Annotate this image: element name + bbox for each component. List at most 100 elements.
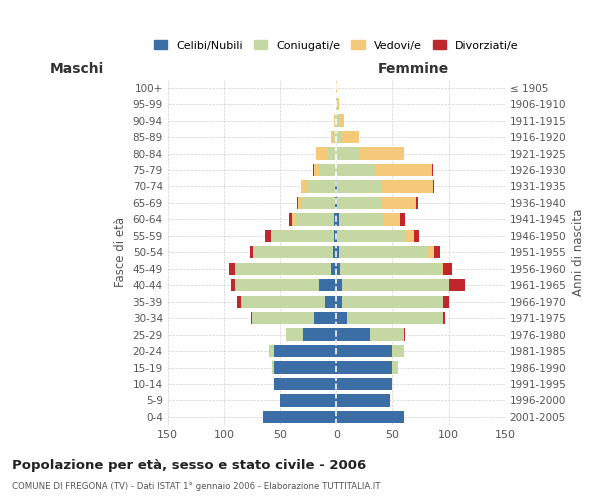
Bar <box>319 279 336 291</box>
Bar <box>337 197 382 209</box>
Bar <box>382 180 433 192</box>
Bar <box>336 230 337 242</box>
Bar <box>370 328 404 341</box>
Bar <box>334 230 336 242</box>
Bar <box>295 213 334 226</box>
Bar <box>302 328 336 341</box>
Text: Femmine: Femmine <box>378 62 449 76</box>
Bar <box>432 164 433 176</box>
Bar <box>443 296 449 308</box>
Bar <box>441 262 443 275</box>
Bar <box>301 197 335 209</box>
Bar <box>250 246 253 258</box>
Bar <box>392 362 398 374</box>
Bar <box>314 312 336 324</box>
Bar <box>382 197 416 209</box>
Bar <box>336 180 337 192</box>
Bar <box>434 246 440 258</box>
Bar <box>269 345 274 357</box>
Bar <box>319 164 336 176</box>
Bar <box>335 197 336 209</box>
Bar <box>274 362 336 374</box>
Bar <box>336 296 342 308</box>
Bar <box>331 131 334 143</box>
Bar <box>316 148 327 160</box>
Bar <box>338 213 383 226</box>
Bar <box>405 230 414 242</box>
Bar <box>333 246 336 258</box>
Bar <box>338 114 344 127</box>
Bar <box>336 279 342 291</box>
Bar <box>428 246 434 258</box>
Y-axis label: Anni di nascita: Anni di nascita <box>572 208 585 296</box>
Text: Maschi: Maschi <box>50 62 104 76</box>
Y-axis label: Fasce di età: Fasce di età <box>114 218 127 288</box>
Bar <box>337 98 338 110</box>
Bar <box>331 262 336 275</box>
Bar <box>449 279 466 291</box>
Bar <box>338 246 428 258</box>
Bar <box>336 246 338 258</box>
Bar <box>334 213 336 226</box>
Bar <box>336 98 337 110</box>
Bar <box>336 362 392 374</box>
Bar <box>336 262 340 275</box>
Bar <box>340 262 441 275</box>
Bar <box>337 230 405 242</box>
Bar <box>292 213 295 226</box>
Bar <box>400 213 405 226</box>
Bar <box>342 131 359 143</box>
Bar <box>286 328 302 341</box>
Bar <box>404 328 405 341</box>
Text: Popolazione per età, sesso e stato civile - 2006: Popolazione per età, sesso e stato civil… <box>12 460 366 472</box>
Bar <box>336 394 390 406</box>
Legend: Celibi/Nubili, Coniugati/e, Vedovi/e, Divorziati/e: Celibi/Nubili, Coniugati/e, Vedovi/e, Di… <box>154 40 518 50</box>
Bar <box>342 279 449 291</box>
Bar <box>336 131 342 143</box>
Bar <box>336 378 392 390</box>
Bar <box>272 230 334 242</box>
Bar <box>235 262 331 275</box>
Bar <box>238 296 241 308</box>
Bar <box>265 230 271 242</box>
Bar <box>359 148 404 160</box>
Bar <box>334 114 335 127</box>
Bar <box>416 197 418 209</box>
Bar <box>376 164 432 176</box>
Bar <box>307 180 335 192</box>
Bar <box>336 312 347 324</box>
Bar <box>336 114 338 127</box>
Bar <box>301 180 307 192</box>
Bar <box>235 279 319 291</box>
Bar <box>280 394 336 406</box>
Bar <box>272 362 274 374</box>
Bar <box>335 114 336 127</box>
Bar <box>313 164 314 176</box>
Bar <box>337 180 382 192</box>
Bar <box>289 213 292 226</box>
Bar <box>274 378 336 390</box>
Bar <box>336 164 376 176</box>
Bar <box>336 197 337 209</box>
Bar <box>334 131 336 143</box>
Bar <box>314 164 319 176</box>
Bar <box>298 197 301 209</box>
Bar <box>335 180 336 192</box>
Bar <box>327 148 336 160</box>
Bar <box>336 328 370 341</box>
Bar <box>336 410 404 423</box>
Bar <box>253 246 254 258</box>
Bar <box>297 197 298 209</box>
Bar <box>443 262 452 275</box>
Bar <box>325 296 336 308</box>
Bar <box>347 312 443 324</box>
Bar <box>274 345 336 357</box>
Bar <box>336 82 337 94</box>
Bar <box>230 279 235 291</box>
Bar <box>414 230 419 242</box>
Bar <box>342 296 443 308</box>
Bar <box>251 312 252 324</box>
Bar <box>254 246 333 258</box>
Bar <box>433 180 434 192</box>
Bar <box>271 230 272 242</box>
